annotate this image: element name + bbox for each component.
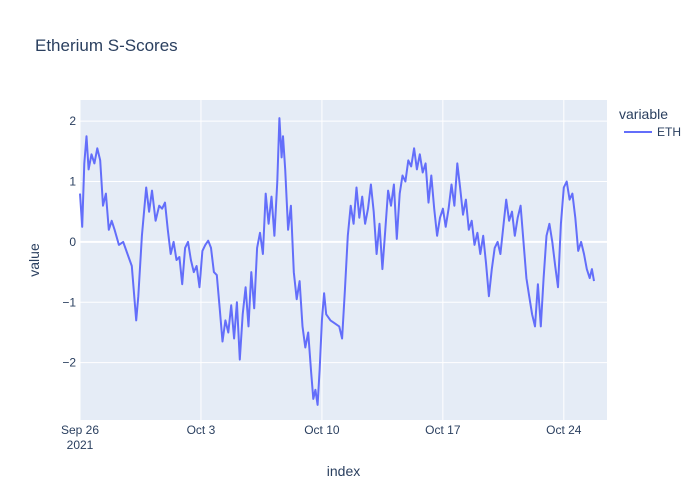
y-tick-label: 2 [69,114,76,128]
chart-title: Etherium S-Scores [35,36,178,55]
series-line-eth[interactable] [79,117,595,406]
x-axis-label: index [327,463,360,479]
x-tick-label: Sep 26 [61,423,99,437]
y-tick-label: 0 [69,235,76,249]
y-axis-label: value [26,243,42,277]
legend-label-eth[interactable]: ETH [657,125,681,139]
plot-area [80,100,607,420]
series-layer [79,117,595,406]
legend[interactable]: variable ETH [619,106,681,139]
legend-title: variable [619,106,668,122]
x-tick-label: Oct 17 [425,423,461,437]
x-tick-label: Oct 10 [304,423,340,437]
y-tick-label: 1 [69,175,76,189]
x-tick-label: Oct 24 [546,423,582,437]
x-tick-sublabel: 2021 [67,438,94,452]
x-tick-label: Oct 3 [187,423,216,437]
y-axis-ticks: 2 1 0 −1 −2 [62,114,76,370]
y-tick-label: −1 [62,295,76,309]
gridlines [79,100,607,420]
y-tick-label: −2 [62,356,76,370]
